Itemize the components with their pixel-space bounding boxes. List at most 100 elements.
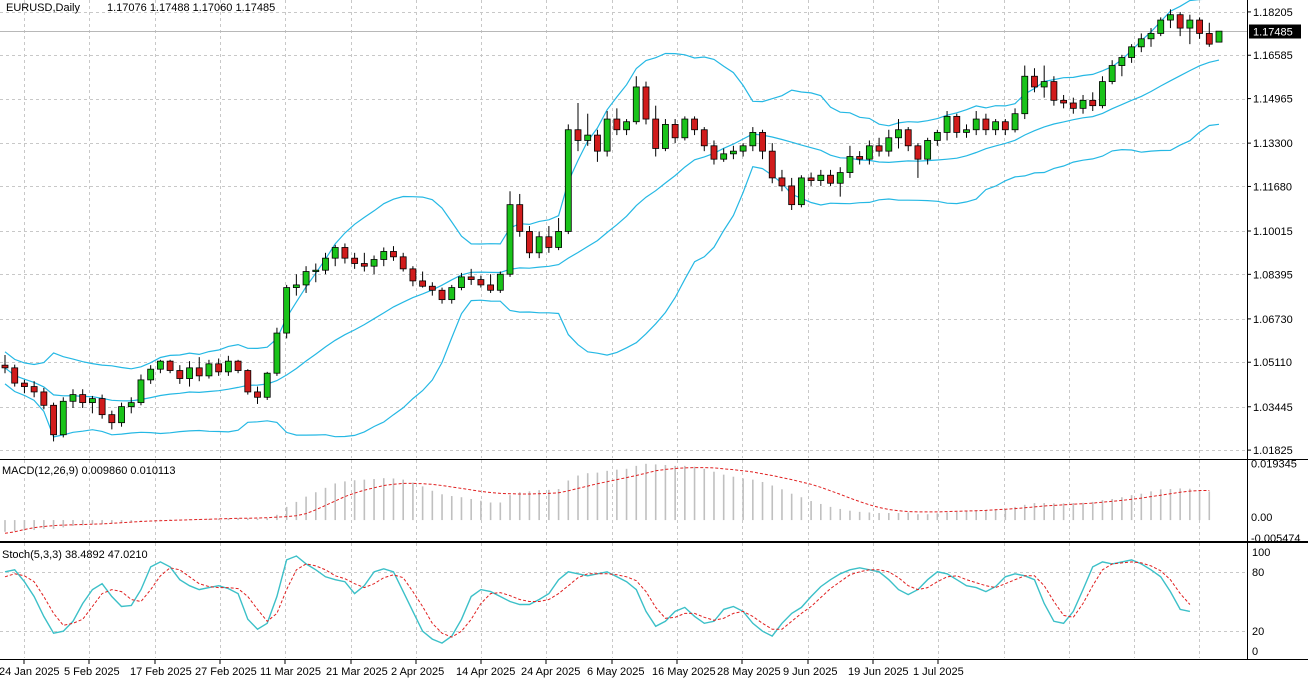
- candle-body-bear: [982, 118, 990, 131]
- candle-body-bull: [963, 129, 970, 133]
- candle-body-bull: [1118, 57, 1126, 66]
- bollinger-lower-line: [4, 123, 1220, 438]
- candle: [108, 410, 116, 430]
- candle-body-bear: [98, 398, 106, 416]
- candle-body-bull: [1186, 19, 1194, 29]
- bollinger-bands: [4, 0, 1220, 438]
- candle: [691, 116, 698, 136]
- candle: [322, 252, 329, 275]
- candle: [224, 355, 232, 376]
- candle: [487, 274, 495, 293]
- candle-body-bear: [11, 367, 19, 384]
- candle-body-bear: [904, 129, 912, 147]
- date-tick-label: 14 Apr 2025: [456, 666, 515, 678]
- candle: [584, 113, 592, 146]
- candle-body-bull: [292, 284, 300, 288]
- candle: [856, 151, 864, 165]
- price-tick-label: 1.16585: [1253, 50, 1293, 62]
- candle-body-bull: [89, 398, 96, 404]
- candle: [292, 274, 300, 296]
- candle: [409, 266, 417, 287]
- candle: [312, 263, 320, 283]
- candle-body-bull: [739, 145, 747, 152]
- candle: [710, 140, 718, 165]
- price-tick-label: 1.10015: [1253, 226, 1293, 238]
- candle-body-bull: [137, 379, 145, 404]
- candle-body-bull: [312, 269, 320, 272]
- candle: [331, 244, 339, 267]
- candle: [496, 271, 504, 293]
- current-price-marker: 1.17485: [1249, 24, 1301, 39]
- candle-body-bull: [992, 121, 1000, 131]
- date-axis: 24 Jan 2025 5 Feb 2025 17 Feb 2025 27 Feb 2…: [0, 660, 964, 678]
- candle: [506, 191, 514, 277]
- candle-body-bear: [710, 145, 718, 160]
- candle: [244, 369, 252, 395]
- candle: [302, 266, 310, 293]
- candle: [875, 137, 883, 157]
- candle-body-bull: [895, 129, 902, 139]
- candle: [574, 102, 582, 152]
- candle: [836, 167, 844, 197]
- candle: [1001, 119, 1009, 136]
- candle-body-bear: [428, 285, 436, 291]
- candle: [205, 359, 213, 379]
- macd-panel: [4, 463, 1211, 534]
- candle: [98, 394, 106, 419]
- candle: [642, 81, 650, 125]
- macd-label: MACD(12,26,9) 0.009860 0.010113: [2, 465, 175, 477]
- candle: [749, 127, 757, 152]
- candle: [1050, 76, 1058, 106]
- candle: [652, 105, 660, 157]
- candle-body-bear: [545, 236, 553, 248]
- candle: [933, 129, 941, 146]
- candle-body-bull: [846, 156, 854, 173]
- bollinger-middle-line: [4, 59, 1220, 402]
- candle-body-bear: [788, 185, 796, 206]
- candle-body-bear: [759, 132, 766, 152]
- candle-body-bull: [1021, 75, 1029, 115]
- candle: [564, 124, 572, 235]
- candle: [341, 243, 349, 264]
- candle-body-bear: [351, 257, 359, 264]
- candle-body-bull: [1011, 113, 1019, 131]
- candle-body-bull: [1167, 14, 1174, 21]
- candle: [69, 389, 77, 408]
- candle-body-bull: [836, 172, 844, 184]
- candle: [730, 145, 737, 160]
- candle: [137, 374, 145, 406]
- candle: [720, 148, 728, 162]
- candle: [1215, 30, 1223, 43]
- candle: [768, 143, 776, 184]
- candle: [594, 129, 601, 162]
- date-tick-label: 24 Jan 2025: [0, 666, 60, 678]
- candle-body-bear: [594, 134, 601, 152]
- candle-body-bear: [652, 118, 660, 149]
- candle-body-bear: [234, 360, 242, 371]
- candle-body-bear: [477, 279, 485, 286]
- candle: [30, 381, 38, 398]
- candle-body-bear: [574, 129, 582, 141]
- candle: [458, 272, 465, 291]
- candle-body-bear: [691, 118, 698, 131]
- candle-body-bear: [215, 363, 223, 373]
- candle-body-bear: [768, 150, 776, 179]
- date-tick-label: 27 Feb 2025: [195, 666, 257, 678]
- candle: [360, 252, 368, 272]
- candle-body-bull: [623, 121, 630, 131]
- candle: [118, 402, 125, 427]
- stoch-main-line: [4, 555, 1191, 644]
- candle: [739, 143, 747, 157]
- candle: [613, 108, 621, 136]
- stoch-tick-label: 100: [1252, 547, 1270, 559]
- candle-body-bear: [254, 391, 261, 398]
- candle-body-bull: [302, 271, 310, 286]
- candle-body-bull: [458, 276, 465, 288]
- candle: [1021, 65, 1029, 120]
- candle: [419, 271, 427, 288]
- candle-body-bull: [749, 132, 757, 147]
- candle-body-bull: [1079, 99, 1087, 109]
- candle-body-bull: [817, 174, 825, 181]
- candle: [176, 365, 184, 384]
